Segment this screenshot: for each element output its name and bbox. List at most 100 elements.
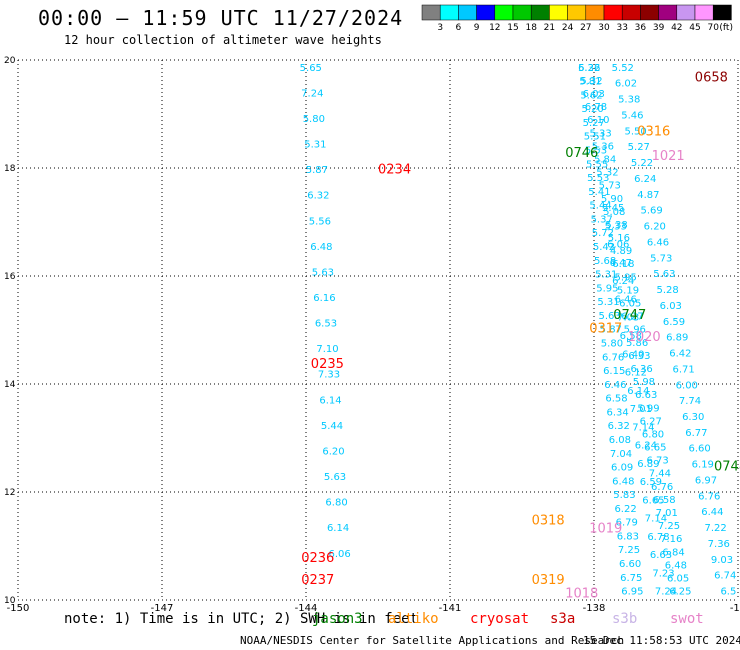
wave-height-label: 5.27 (583, 118, 605, 129)
pass-time-label: 0236 (301, 551, 334, 566)
wave-height-label: 6.5 (720, 587, 736, 598)
chart-subtitle: 12 hour collection of altimeter wave hei… (64, 33, 382, 47)
legend-s3b: s3b (612, 611, 638, 627)
wave-height-label: 6.89 (637, 459, 659, 470)
wave-height-label: 6.80 (325, 498, 347, 509)
x-tick-label: -138 (583, 603, 606, 614)
y-tick-label: 14 (4, 380, 16, 390)
wave-height-label: 5.32 (580, 76, 602, 87)
colorbar-level-label: 12 (489, 23, 500, 33)
wave-height-label: 7.04 (610, 449, 632, 460)
wave-height-label: 7.25 (618, 545, 640, 556)
pass-time-label: 1018 (565, 586, 598, 601)
wave-height-label: 5.37 (591, 214, 613, 225)
legend-cryosat: cryosat (470, 611, 530, 627)
wave-height-label: 6.48 (612, 476, 634, 487)
footnote: note: 1) Time is in UTC; 2) SWH is in fe… (64, 611, 419, 627)
wave-height-label: 6.46 (615, 294, 637, 305)
wave-height-label: 6.24 (634, 174, 656, 185)
wave-height-label: 6.05 (667, 574, 689, 585)
wave-height-label: 5.38 (618, 95, 640, 106)
wave-height-label: 5.45 (602, 203, 624, 214)
colorbar-swatch (676, 4, 696, 21)
wave-height-label: 6.60 (688, 444, 710, 455)
wave-height-label: 6.03 (660, 301, 682, 312)
wave-height-label: 5.63 (312, 267, 334, 278)
wave-height-label: 6.58 (653, 495, 675, 506)
wave-height-label: 6.76 (651, 482, 673, 493)
wave-height-label: 6.63 (635, 390, 657, 401)
colorbar-unit-label: (ft) (719, 23, 733, 33)
wave-height-label: 6.78 (585, 102, 607, 113)
pass-time-label: 0748 (714, 459, 740, 474)
x-tick-label: -13 (730, 603, 740, 614)
colorbar-level-label: 3 (437, 23, 443, 33)
wave-height-label: 7.33 (318, 370, 340, 381)
wave-height-label: 6.19 (692, 460, 714, 471)
wave-height-label: 7.24 (655, 587, 677, 598)
wave-height-label: 5.20 (581, 104, 603, 115)
wave-height-label: 5.87 (600, 325, 622, 336)
pass-time-label: 0237 (301, 573, 334, 588)
pass-time-label: 0316 (637, 125, 670, 140)
y-tick-label: 16 (4, 272, 16, 282)
wave-height-label: 5.42 (593, 242, 615, 253)
wave-height-label: 5.80 (303, 114, 325, 125)
x-tick-label: -147 (151, 603, 174, 614)
pass-time-label: 1021 (652, 149, 685, 164)
colorbar-swatch (512, 4, 532, 21)
wave-height-label: 6.65 (644, 443, 666, 454)
wave-height-label: 5.51 (584, 132, 606, 143)
wave-height-label: 6.00 (676, 380, 698, 391)
wave-height-label: 5.95 (615, 272, 637, 283)
wave-height-label: 5.08 (603, 207, 625, 218)
wave-height-label: 7.10 (316, 344, 338, 355)
colorbar-level-label: 9 (474, 23, 480, 33)
wave-height-label: 5.55 (586, 159, 608, 170)
colorbar-swatch (439, 4, 459, 21)
wave-height-label: 5.32 (578, 63, 600, 74)
wave-height-label: 5.80 (601, 338, 623, 349)
wave-height-label: 6.20 (322, 446, 344, 457)
wave-height-label: 5.87 (306, 165, 328, 176)
colorbar-level-label: 36 (635, 23, 647, 33)
wave-height-label: 7.24 (301, 88, 323, 99)
colorbar-swatch (494, 4, 514, 21)
wave-height-label: 6.80 (642, 429, 664, 440)
wave-height-label: 6.02 (615, 79, 637, 90)
colorbar-level-label: 15 (507, 23, 518, 33)
colorbar-level-label: 24 (562, 23, 574, 33)
wave-height-label: 6.75 (620, 573, 642, 584)
wave-height-label: 6.95 (621, 587, 643, 598)
pass-time-label: 0317 (589, 322, 622, 337)
wave-height-label: 6.09 (611, 463, 633, 474)
colorbar-level-label: 27 (580, 23, 591, 33)
wave-height-label: 6.74 (714, 571, 736, 582)
wave-height-label: 7.16 (660, 534, 682, 545)
wave-height-label: 6.46 (647, 237, 669, 248)
colorbar-level-label: 30 (598, 23, 610, 33)
wave-height-label: 5.33 (589, 128, 611, 139)
legend-swot: swot (670, 611, 704, 627)
wave-height-label: 7.01 (630, 404, 652, 415)
wave-height-label: 6.25 (669, 587, 691, 598)
wave-height-label: 6.05 (619, 299, 641, 310)
wave-height-label: 5.16 (608, 233, 630, 244)
colorbar-swatch (658, 4, 678, 21)
legend-jason3: jason3 (312, 611, 363, 627)
wave-height-label: 7.74 (679, 396, 701, 407)
wave-height-label: 6.36 (631, 364, 653, 375)
wave-height-label: 5.28 (656, 285, 678, 296)
wave-height-label: 5.44 (589, 201, 611, 212)
wave-height-label: 6.79 (616, 518, 638, 529)
colorbar-swatch (421, 4, 441, 21)
wave-height-label: 6.32 (608, 421, 630, 432)
wave-height-label: 7.03 (617, 313, 639, 324)
wave-height-label: 7.14 (645, 514, 667, 525)
wave-height-label: 6.76 (698, 491, 720, 502)
colorbar-swatch (530, 4, 550, 21)
wave-height-label: 6.83 (617, 531, 639, 542)
wave-height-label: 6.65 (642, 495, 664, 506)
wave-height-label: 5.52 (612, 63, 634, 74)
